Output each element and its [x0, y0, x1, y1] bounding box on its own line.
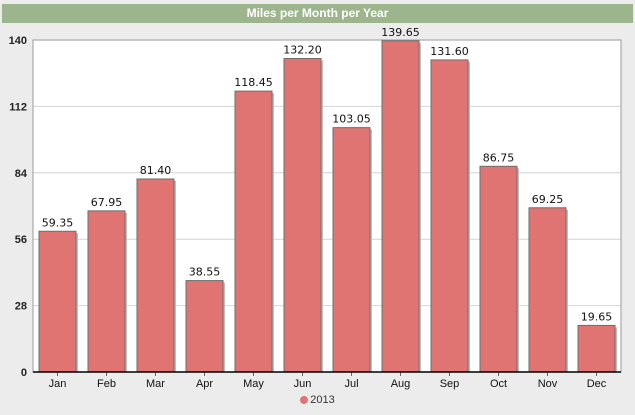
x-tick-label: Sep	[440, 378, 460, 390]
bar-jun	[283, 57, 322, 373]
bar-sep	[430, 59, 469, 373]
data-label: 139.65	[381, 26, 420, 39]
data-label: 118.45	[234, 76, 273, 89]
x-tick-label: Jun	[294, 378, 312, 390]
bar-jan	[38, 230, 77, 373]
bar-aug	[381, 40, 420, 373]
x-tick-label: Feb	[97, 378, 116, 390]
x-tick-label: Jan	[49, 378, 67, 390]
plot-area	[33, 40, 621, 372]
y-tick-label: 56	[15, 234, 27, 246]
x-tick-label: Mar	[146, 378, 165, 390]
x-tick-label: May	[243, 378, 264, 390]
bar-feb	[87, 210, 126, 373]
legend-marker	[300, 396, 309, 405]
bar-mar	[136, 178, 175, 373]
bar-dec	[577, 324, 616, 373]
bar-may	[234, 90, 273, 373]
x-tick-label: Oct	[490, 378, 507, 390]
bar-jul	[332, 127, 371, 373]
y-tick-label: 140	[9, 35, 27, 47]
y-tick-label: 112	[9, 101, 27, 113]
y-tick-label: 28	[15, 301, 27, 313]
bar-nov	[528, 207, 567, 373]
data-label: 38.55	[189, 266, 221, 279]
data-label: 19.65	[581, 310, 613, 323]
data-label: 103.05	[332, 113, 371, 126]
data-label: 67.95	[91, 196, 123, 209]
legend: 2013	[0, 394, 635, 406]
data-label: 132.20	[283, 43, 322, 56]
y-tick-label: 84	[15, 168, 28, 180]
data-label: 131.60	[430, 45, 469, 58]
x-tick-label: Jul	[344, 378, 358, 390]
data-label: 69.25	[532, 193, 564, 206]
x-tick-label: Nov	[538, 378, 558, 390]
x-tick-label: Dec	[587, 378, 607, 390]
chart-title: Miles per Month per Year	[2, 4, 633, 23]
legend-label: 2013	[310, 394, 335, 406]
data-label: 59.35	[42, 216, 74, 229]
data-label: 81.40	[140, 164, 172, 177]
x-tick-label: Aug	[391, 378, 411, 390]
x-tick-label: Apr	[196, 378, 213, 390]
data-label: 86.75	[483, 151, 515, 164]
y-tick-label: 0	[21, 367, 27, 379]
bar-oct	[479, 165, 518, 373]
bar-apr	[185, 280, 224, 373]
